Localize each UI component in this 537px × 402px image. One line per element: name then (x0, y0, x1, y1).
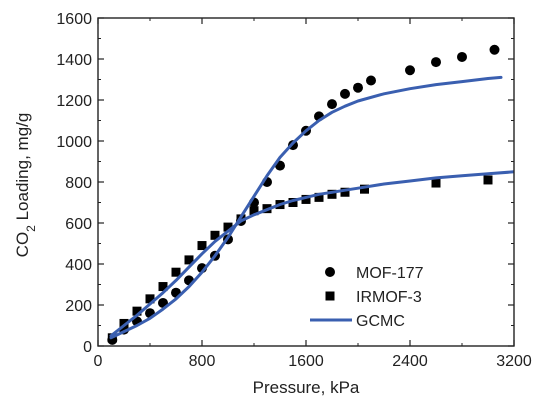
plot-area (107, 44, 514, 345)
y-tick-label: 200 (65, 298, 92, 315)
mof-177-point (431, 57, 441, 68)
y-tick-label: 1200 (56, 93, 92, 110)
irmof-3-point (119, 318, 129, 328)
irmof-3-point (301, 194, 311, 204)
x-axis-title: Pressure, kPa (253, 378, 360, 397)
irmof-3-point (171, 267, 181, 277)
x-tick-label: 800 (189, 353, 216, 370)
mof-177-point (340, 88, 350, 99)
irmof-3-point (431, 178, 441, 188)
y-tick-label: 600 (65, 216, 92, 233)
irmof-3-point (145, 294, 155, 304)
irmof-3-point (197, 241, 207, 251)
y-axis-title: CO2 Loading, mg/g (13, 113, 38, 258)
mof-177-point (327, 99, 337, 110)
mof-177-point (366, 75, 376, 86)
irmof-3-point (288, 198, 298, 207)
mof-177-point (489, 44, 500, 55)
legend-gcmc-label: GCMC (356, 313, 405, 330)
legend-mof-177-label: MOF-177 (356, 265, 424, 282)
irmof-3-point (314, 192, 324, 202)
irmof-3-point (327, 189, 337, 199)
x-tick-label: 1600 (288, 353, 324, 370)
x-tick-label: 0 (94, 353, 103, 370)
y-tick-label: 0 (83, 339, 92, 356)
mof-177-point (405, 65, 415, 76)
mof-177-point (353, 82, 363, 93)
gcmc-curve-1 (109, 75, 503, 340)
plot-content (107, 44, 514, 345)
gcmc-curve-2 (109, 170, 514, 338)
irmof-3-point (483, 175, 493, 185)
irmof-3-point (360, 184, 369, 194)
irmof-3-point (340, 187, 350, 197)
y-tick-label: 1000 (56, 134, 92, 151)
mof-177-point (457, 51, 467, 62)
y-tick-label: 1600 (56, 11, 92, 28)
legend-irmof-3-swatch (325, 291, 335, 301)
y-tick-label: 1400 (56, 52, 92, 69)
irmof-3-point (223, 222, 233, 232)
irmof-3-point (158, 282, 168, 292)
y-tick-label: 400 (65, 257, 92, 274)
y-axis-title-sub: 2 (24, 225, 38, 232)
y-axis-title-post: Loading, mg/g (13, 113, 32, 225)
x-tick-label: 3200 (496, 353, 532, 370)
axes: 0 800 1600 2400 3200 0 200 400 600 800 1000 1200 140… (56, 11, 531, 370)
irmof-3-point (249, 206, 259, 216)
irmof-3-point (210, 230, 220, 240)
irmof-3-point (184, 255, 194, 265)
irmof-3-point (132, 306, 142, 316)
legend: MOF-177 IRMOF-3 GCMC (310, 265, 424, 330)
x-tick-label: 2400 (392, 353, 428, 370)
y-tick-label: 800 (65, 175, 92, 192)
legend-mof-177-swatch (325, 267, 335, 277)
y-axis-title-pre: CO (13, 232, 32, 258)
legend-irmof-3-label: IRMOF-3 (356, 289, 422, 306)
